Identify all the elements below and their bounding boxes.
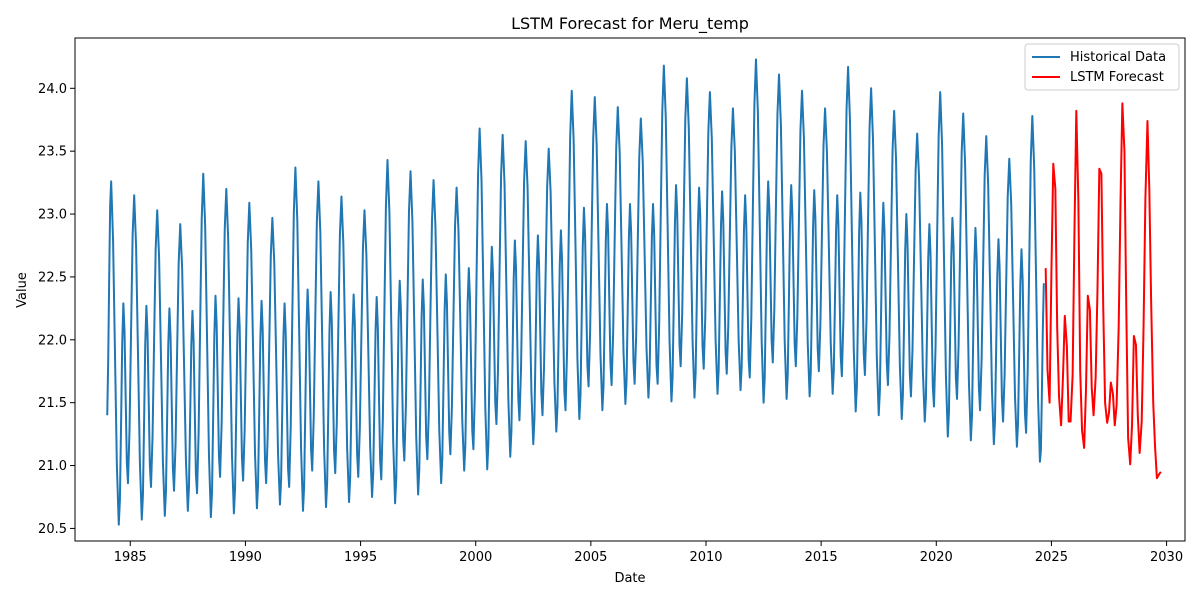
- x-tick-label: 1995: [344, 550, 377, 565]
- y-tick-label: 23.0: [38, 208, 67, 223]
- chart-title: LSTM Forecast for Meru_temp: [511, 14, 749, 34]
- y-tick-label: 22.5: [38, 270, 67, 285]
- x-tick-label: 1990: [229, 550, 262, 565]
- y-axis-ticks: 20.5 21.0 21.5 22.0 22.5 23.0 23.5 24.0: [38, 82, 75, 537]
- x-tick-label: 2015: [805, 550, 838, 565]
- x-tick-label: 2025: [1035, 550, 1068, 565]
- y-tick-label: 22.0: [38, 333, 67, 348]
- plot-series: [106, 58, 1162, 526]
- x-axis-ticks: 1985 1990 1995 2000 2005 2010 2015 2020 2025 2030: [114, 541, 1183, 565]
- y-tick-label: 21.5: [38, 396, 67, 411]
- legend-box: [1024, 43, 1180, 91]
- x-tick-label: 2010: [689, 550, 722, 565]
- x-tick-label: 2000: [459, 550, 492, 565]
- historical-data-line: [106, 58, 1045, 526]
- plot-frame: [74, 37, 1186, 542]
- x-tick-label: 1985: [114, 550, 147, 565]
- legend-label-forecast: LSTM Forecast: [1070, 70, 1164, 85]
- x-tick-label: 2030: [1150, 550, 1183, 565]
- x-axis-label: Date: [614, 571, 645, 586]
- y-tick-label: 23.5: [38, 145, 67, 160]
- x-tick-label: 2005: [574, 550, 607, 565]
- x-tick-label: 2020: [920, 550, 953, 565]
- y-tick-label: 24.0: [38, 82, 67, 97]
- y-tick-label: 21.0: [38, 459, 67, 474]
- y-axis-label: Value: [15, 272, 30, 308]
- legend-label-historical: Historical Data: [1070, 50, 1166, 65]
- y-tick-label: 20.5: [38, 522, 67, 537]
- legend: Historical Data LSTM Forecast: [1024, 43, 1180, 91]
- lstm-forecast-line: [1044, 102, 1162, 480]
